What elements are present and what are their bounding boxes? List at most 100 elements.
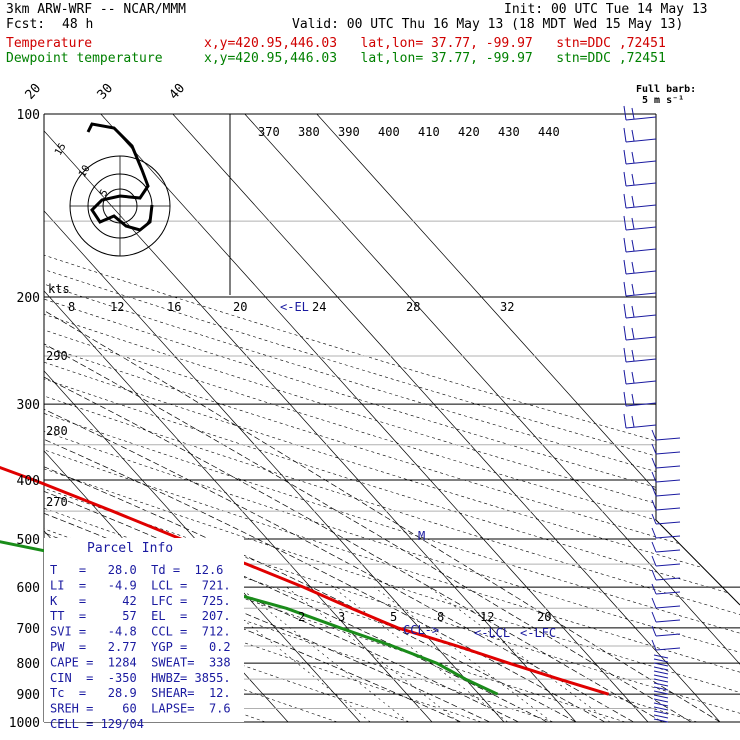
wind-barb: [655, 479, 681, 483]
wind-barb: [631, 195, 635, 208]
wind-barb: [651, 597, 657, 609]
theta-label: 390: [338, 125, 360, 139]
wind-barb: [655, 507, 681, 511]
hodograph-ring-label: 15: [53, 142, 69, 158]
parcel-title: Parcel Info: [87, 541, 173, 556]
pressure-tick-label: 1000: [9, 716, 40, 731]
wind-barb: [631, 239, 635, 252]
theta-label-left: 290: [46, 349, 68, 363]
mixing-ratio-label: 5: [390, 610, 397, 624]
isotherm: [44, 114, 505, 722]
wind-barb: [625, 138, 657, 143]
wind-barb: [655, 465, 681, 469]
lcl-marker: <-LCL: [474, 626, 510, 640]
parcel-row: LI = -4.9 LCL = 721.: [50, 578, 231, 592]
wind-barb: [625, 226, 657, 231]
plot-slant-border: [655, 519, 740, 606]
pressure-tick-label: 800: [17, 657, 40, 672]
theta-label: 440: [538, 125, 560, 139]
wind-barb: [653, 710, 669, 715]
temperature-tick-label: 20: [23, 81, 45, 103]
wind-barb: [651, 429, 657, 441]
wind-barb: [625, 402, 657, 407]
mixing-ratio-label: 2: [298, 610, 305, 624]
mixing-ratio-line: [374, 586, 552, 722]
parcel-row: CELL = 129/04: [50, 717, 144, 731]
dewpoint-location: x,y=420.95,446.03 lat,lon= 37.77, -99.97…: [204, 51, 666, 66]
wind-barb: [655, 437, 681, 441]
wind-barb: [631, 393, 635, 406]
isotherm: [316, 114, 740, 722]
moist-adiabat: [44, 296, 634, 722]
parcel-row: T = 28.0 Td = 12.6: [50, 563, 223, 577]
wind-barb: [653, 682, 669, 687]
wind-barb: [625, 116, 657, 121]
parcel-row: K = 42 LFC = 725.: [50, 594, 231, 608]
wind-barb: [631, 217, 635, 230]
temperature-tick-label: 40: [167, 81, 189, 103]
pressure-tick-label: 400: [17, 474, 40, 489]
wind-barb: [623, 281, 627, 297]
wind-barb: [653, 678, 669, 683]
wind-barb: [653, 698, 669, 703]
wind-barb: [631, 415, 635, 428]
mixing-ratio-label: 8: [437, 610, 444, 624]
speed-tick-label: 8: [68, 300, 75, 314]
wind-barb: [625, 314, 657, 319]
forecast-label: Fcst:: [6, 17, 46, 32]
wind-barb: [653, 674, 669, 679]
wind-barb: [653, 718, 669, 723]
isotherm: [172, 114, 721, 722]
wind-barb: [653, 714, 669, 719]
wind-barb: [651, 513, 657, 525]
wind-barb: [625, 248, 657, 253]
wind-barb: [651, 611, 657, 623]
wind-barb: [625, 204, 657, 209]
wind-barb: [631, 107, 635, 120]
wind-barb: [623, 303, 627, 319]
moist-adiabat: [44, 296, 663, 722]
pressure-tick-label: 600: [17, 581, 40, 596]
wind-barb: [623, 325, 627, 341]
wind-barb: [631, 327, 635, 340]
speed-tick-label: 28: [406, 300, 420, 314]
wind-barb: [651, 485, 657, 497]
lfc-marker: <-LFC: [520, 626, 556, 640]
wind-barb: [653, 690, 669, 695]
wind-barb: [651, 499, 657, 511]
wind-barb: [655, 605, 681, 609]
pressure-tick-label: 900: [17, 688, 40, 703]
dry-adiabat: [44, 114, 740, 722]
ccl-marker: CCL->: [403, 623, 439, 637]
parcel-row: SREH = 60 LAPSE= 7.6: [50, 702, 231, 716]
pressure-tick-label: 200: [17, 291, 40, 306]
pressure-tick-label: 500: [17, 533, 40, 548]
valid-time: Valid: 00 UTC Thu 16 May 13 (18 MDT Wed …: [292, 17, 684, 32]
wind-barb: [655, 549, 681, 553]
isotherm: [44, 114, 361, 722]
moist-adiabat: [44, 296, 461, 722]
wind-barb: [623, 237, 627, 253]
moist-adiabat: [44, 296, 519, 722]
mixing-ratio-line: [332, 586, 508, 722]
wind-barb: [653, 702, 669, 707]
wind-barb: [651, 541, 657, 553]
init-time: Init: 00 UTC Tue 14 May 13: [504, 2, 708, 17]
wind-barb: [625, 270, 657, 275]
mixing-ratio-label: 20: [537, 610, 551, 624]
speed-tick-label: 12: [110, 300, 124, 314]
wind-barb: [653, 662, 669, 667]
wind-barb: [653, 654, 669, 659]
temperature-line: [0, 465, 610, 696]
speed-tick-label: 24: [312, 300, 326, 314]
parcel-row: TT = 57 EL = 207.: [50, 609, 231, 623]
wind-barb: [653, 666, 669, 671]
temperature-legend: Temperature: [6, 36, 93, 51]
wind-barb: [655, 577, 681, 581]
wind-barb: [651, 555, 657, 567]
wind-barb: [623, 391, 627, 407]
theta-label: 420: [458, 125, 480, 139]
wind-barb: [655, 521, 681, 525]
isotherm: [244, 114, 740, 722]
hodograph-units: kts: [48, 282, 70, 296]
